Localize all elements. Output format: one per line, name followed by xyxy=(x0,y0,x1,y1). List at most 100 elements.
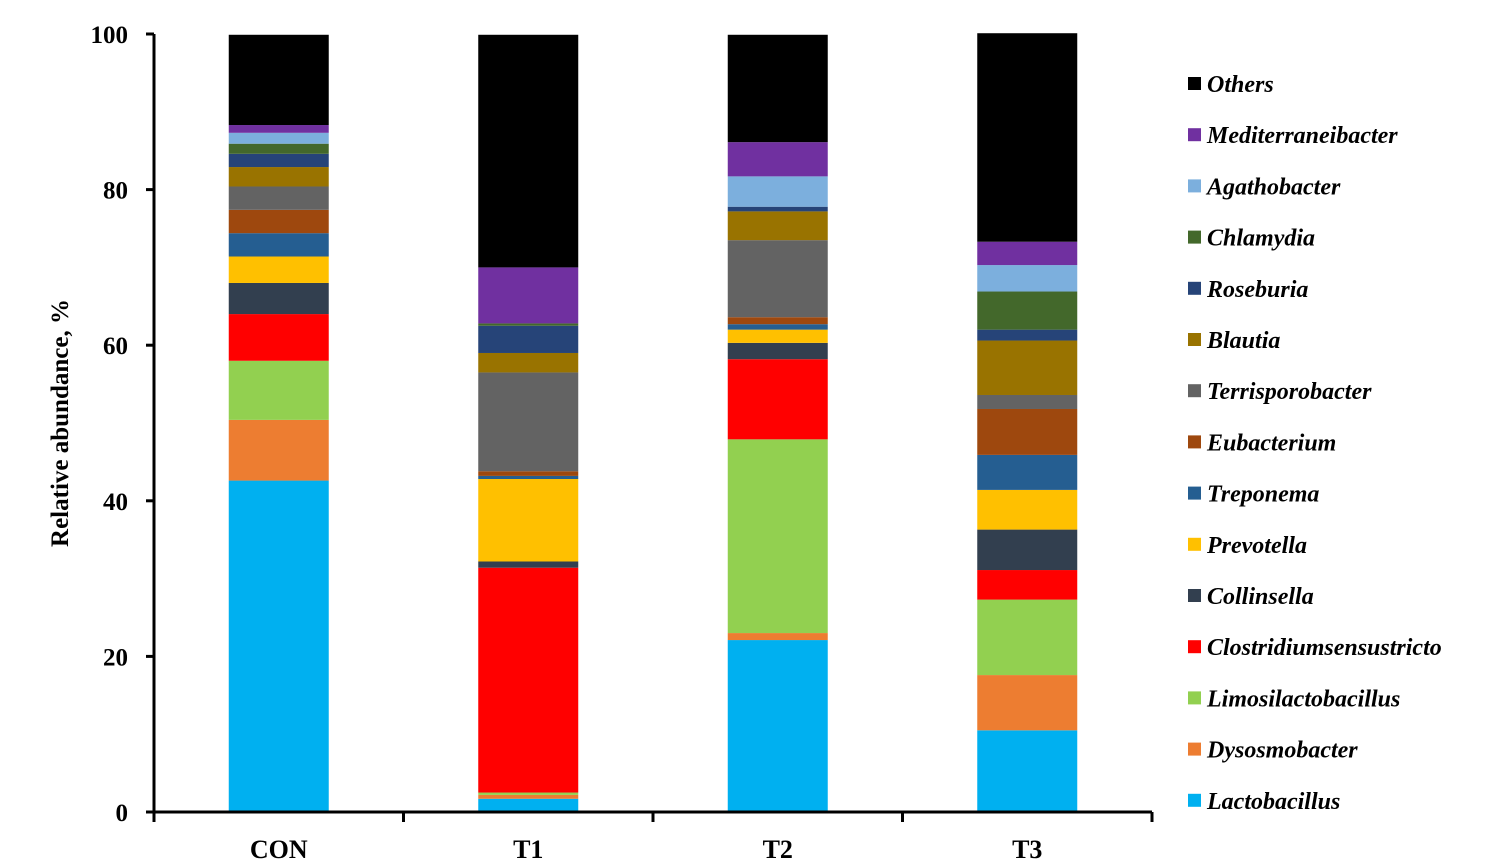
bar-segment-t1-terrisporobacter xyxy=(478,372,579,472)
bar-segment-con-prevotella xyxy=(228,256,329,283)
bar-segment-t3-chlamydia xyxy=(977,291,1078,330)
bar-segment-t1-clostridiumsensustricto xyxy=(478,567,579,793)
bar-segment-con-terrisporobacter xyxy=(228,186,329,210)
bar-segment-t3-mediterraneibacter xyxy=(977,241,1078,266)
bar-segment-t3-roseburia xyxy=(977,329,1078,341)
legend-swatch xyxy=(1188,640,1201,654)
legend-item: Lactobacillus xyxy=(1188,789,1340,815)
legend-swatch xyxy=(1188,435,1201,449)
x-tick-label: T3 xyxy=(1012,835,1042,864)
legend-swatch xyxy=(1188,179,1201,193)
bar-segment-con-clostridiumsensustricto xyxy=(228,314,329,361)
y-tick-label: 0 xyxy=(116,800,129,827)
y-tick-label: 60 xyxy=(103,333,128,360)
legend-label: Mediterraneibacter xyxy=(1206,123,1398,149)
bar-segment-con-limosilactobacillus xyxy=(228,360,329,420)
bar-segment-t2-blautia xyxy=(727,211,828,241)
bar-segment-con-others xyxy=(228,34,329,126)
legend-swatch xyxy=(1188,230,1201,244)
legend-swatch xyxy=(1188,537,1201,551)
bar-segment-t3-limosilactobacillus xyxy=(977,599,1078,676)
bar-segment-t1-chlamydia xyxy=(478,323,579,326)
legend-item: Prevotella xyxy=(1188,533,1307,559)
bar-segment-t3-treponema xyxy=(977,454,1078,490)
bar-segment-con-chlamydia xyxy=(228,143,329,154)
legend-label: Collinsella xyxy=(1207,584,1314,610)
y-axis-title: Relative abundance, % xyxy=(47,299,74,547)
legend-label: Clostridiumsensustricto xyxy=(1207,635,1442,661)
bar-segment-t1-others xyxy=(478,34,579,268)
legend-item: Collinsella xyxy=(1188,584,1314,610)
legend-item: Blautia xyxy=(1188,328,1280,354)
legend-item: Mediterraneibacter xyxy=(1188,123,1398,149)
bar-segment-t2-others xyxy=(727,34,828,143)
bar-segment-t2-collinsella xyxy=(727,342,828,360)
bar-segment-t2-treponema xyxy=(727,324,828,330)
legend-label: Agathobacter xyxy=(1205,174,1341,200)
legend-item: Agathobacter xyxy=(1188,174,1341,200)
legend-label: Roseburia xyxy=(1206,277,1308,303)
bar-segment-t2-mediterraneibacter xyxy=(727,142,828,177)
bar-segment-con-lactobacillus xyxy=(228,480,329,812)
bar-segment-t2-dysosmobacter xyxy=(727,633,828,641)
bar-segment-t2-roseburia xyxy=(727,206,828,212)
bar-segment-t1-lactobacillus xyxy=(478,798,579,812)
bar-segment-t1-blautia xyxy=(478,352,579,373)
legend-item: Roseburia xyxy=(1188,277,1308,303)
legend-label: Lactobacillus xyxy=(1206,789,1340,815)
legend-swatch xyxy=(1188,691,1201,705)
bar-segment-t3-lactobacillus xyxy=(977,730,1078,812)
bar-segment-con-eubacterium xyxy=(228,209,329,234)
legend-swatch xyxy=(1188,77,1201,90)
bar-segment-t3-agathobacter xyxy=(977,265,1078,292)
legend-item: Eubacterium xyxy=(1188,430,1336,456)
legend-swatch xyxy=(1188,589,1201,602)
x-tick-label: T2 xyxy=(763,835,793,864)
bar-segment-t3-terrisporobacter xyxy=(977,394,1078,409)
bar-stack-t2 xyxy=(727,34,828,812)
bar-segment-con-roseburia xyxy=(228,153,329,168)
bar-segment-con-collinsella xyxy=(228,282,329,315)
x-tick-label: CON xyxy=(250,835,308,864)
y-ticks: 0 20 40 60 80 100 xyxy=(91,22,154,827)
bar-segment-t2-agathobacter xyxy=(727,176,828,207)
bar-segment-t1-limosilactobacillus xyxy=(478,792,579,795)
bars-layer xyxy=(228,33,1078,812)
legend-label: Others xyxy=(1207,72,1274,98)
bar-stack-t1 xyxy=(478,34,579,812)
legend-item: Dysosmobacter xyxy=(1188,738,1358,764)
bar-segment-con-mediterraneibacter xyxy=(228,125,329,133)
y-tick-label: 100 xyxy=(91,22,129,49)
bar-segment-t3-others xyxy=(977,33,1078,242)
bar-segment-con-blautia xyxy=(228,167,329,187)
bar-segment-t1-collinsella xyxy=(478,561,579,568)
bar-stack-t3 xyxy=(977,33,1078,812)
legend-swatch xyxy=(1188,333,1201,346)
legend-label: Eubacterium xyxy=(1206,430,1336,456)
legend-item: Treponema xyxy=(1188,482,1319,508)
bar-segment-con-treponema xyxy=(228,233,329,257)
legend-label: Dysosmobacter xyxy=(1206,738,1358,764)
legend: Others Mediterraneibacter Agathobacter Chla… xyxy=(1188,72,1442,815)
bar-segment-t3-blautia xyxy=(977,340,1078,395)
bar-segment-t3-collinsella xyxy=(977,529,1078,571)
bar-segment-t1-dysosmobacter xyxy=(478,794,579,799)
legend-label: Prevotella xyxy=(1206,533,1307,559)
bar-segment-t3-prevotella xyxy=(977,489,1078,530)
x-tick-label: T1 xyxy=(513,835,543,864)
legend-item: Limosilactobacillus xyxy=(1188,686,1400,712)
legend-swatch xyxy=(1188,486,1201,500)
bar-segment-t2-prevotella xyxy=(727,329,828,343)
bar-segment-t1-prevotella xyxy=(478,479,579,562)
legend-item: Chlamydia xyxy=(1188,226,1315,252)
legend-label: Terrisporobacter xyxy=(1207,379,1372,405)
legend-swatch xyxy=(1188,281,1201,295)
legend-swatch xyxy=(1188,742,1201,756)
bar-segment-t3-eubacterium xyxy=(977,409,1078,455)
bar-segment-con-dysosmobacter xyxy=(228,419,329,481)
legend-label: Treponema xyxy=(1207,482,1319,508)
bar-segment-t2-terrisporobacter xyxy=(727,240,828,318)
legend-item: Clostridiumsensustricto xyxy=(1188,635,1442,661)
bar-segment-t1-mediterraneibacter xyxy=(478,267,579,324)
bar-segment-t3-dysosmobacter xyxy=(977,675,1078,731)
